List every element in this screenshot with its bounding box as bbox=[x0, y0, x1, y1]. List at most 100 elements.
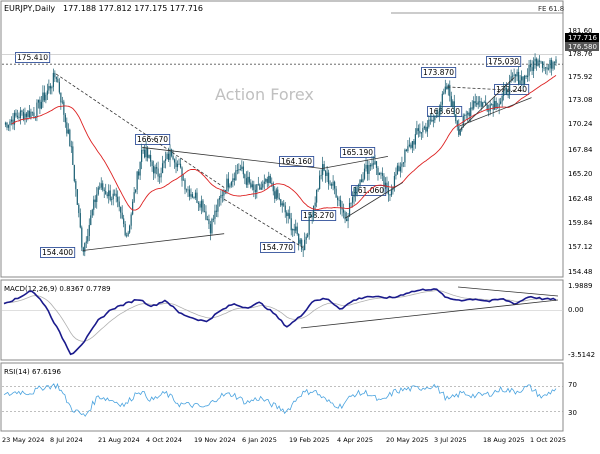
candle-body bbox=[241, 166, 243, 170]
candle-body bbox=[238, 169, 240, 171]
annotation-label: 165.190 bbox=[342, 148, 373, 157]
candle-body bbox=[239, 169, 241, 170]
candle-body bbox=[498, 103, 500, 108]
candle-body bbox=[187, 189, 189, 191]
candle-body bbox=[552, 62, 554, 69]
candle-body bbox=[449, 84, 451, 97]
candle-body bbox=[393, 176, 396, 188]
candle-body bbox=[256, 184, 258, 193]
candle-body bbox=[69, 129, 71, 147]
candle-body bbox=[335, 188, 337, 198]
candle-body bbox=[307, 234, 309, 237]
candle-body bbox=[516, 71, 518, 77]
candle-body bbox=[289, 213, 291, 219]
candle-body bbox=[60, 92, 62, 103]
price-tick: 162.48 bbox=[568, 195, 593, 203]
candle-body bbox=[126, 235, 128, 237]
candle-body bbox=[515, 74, 517, 77]
candle-body bbox=[278, 197, 280, 200]
candle-body bbox=[194, 192, 197, 198]
candle-body bbox=[353, 188, 355, 198]
candle-body bbox=[6, 122, 8, 128]
candle-body bbox=[218, 198, 221, 200]
candle-body bbox=[513, 74, 515, 76]
candle-body bbox=[423, 126, 425, 129]
candle-body bbox=[555, 59, 557, 64]
candle-body bbox=[188, 189, 191, 197]
rsi-panel-frame bbox=[0, 362, 564, 432]
candle-body bbox=[544, 67, 547, 69]
candle-body bbox=[410, 144, 412, 148]
candle-body bbox=[322, 164, 324, 175]
candle-body bbox=[118, 201, 120, 207]
candle-body bbox=[362, 178, 364, 183]
candle-body bbox=[132, 201, 134, 215]
candle-body bbox=[301, 239, 303, 250]
macd-trendline bbox=[457, 286, 559, 297]
candle-body bbox=[336, 197, 339, 200]
moving-average-line bbox=[11, 74, 557, 211]
candle-body bbox=[63, 101, 65, 115]
candle-body bbox=[399, 166, 402, 172]
annotation-box bbox=[15, 52, 51, 63]
candle-body bbox=[108, 190, 110, 197]
candle-body bbox=[357, 184, 360, 187]
date-tick: 23 May 2024 bbox=[2, 436, 44, 444]
trendline bbox=[82, 233, 225, 251]
price-tick: 170.24 bbox=[568, 120, 593, 128]
candle-body bbox=[205, 211, 207, 220]
fib-label: FE 61.8 bbox=[538, 5, 564, 13]
candle-body bbox=[93, 199, 95, 210]
candle-body bbox=[431, 119, 433, 122]
candle-body bbox=[4, 122, 7, 125]
candle-body bbox=[206, 218, 209, 220]
candle-body bbox=[486, 104, 488, 111]
candle-body bbox=[549, 59, 551, 69]
candle-body bbox=[30, 111, 32, 118]
candle-body bbox=[425, 126, 427, 132]
date-tick: 4 Oct 2024 bbox=[146, 436, 182, 444]
candle-body bbox=[170, 149, 173, 156]
candle-body bbox=[378, 173, 381, 175]
annotation-label: 158.270 bbox=[303, 211, 334, 220]
candle-body bbox=[236, 170, 238, 172]
candle-body bbox=[147, 147, 149, 158]
price-tick: 159.84 bbox=[568, 219, 593, 227]
candle-body bbox=[129, 225, 131, 233]
candle-body bbox=[49, 86, 51, 89]
candle-body bbox=[553, 62, 556, 64]
candle-body bbox=[351, 197, 354, 203]
candle-body bbox=[480, 101, 482, 107]
candle-body bbox=[196, 192, 198, 203]
candle-body bbox=[292, 228, 294, 231]
candle-body bbox=[76, 189, 78, 205]
candle-body bbox=[13, 112, 16, 125]
candle-body bbox=[420, 132, 422, 134]
candle-body bbox=[167, 153, 170, 160]
trendline bbox=[345, 182, 404, 219]
candle-body bbox=[507, 94, 509, 96]
candle-body bbox=[66, 122, 68, 134]
date-tick: 3 Jul 2025 bbox=[434, 436, 467, 444]
candle-body bbox=[144, 149, 146, 158]
candle-body bbox=[127, 232, 129, 236]
candle-body bbox=[75, 181, 77, 190]
candle-body bbox=[39, 99, 41, 109]
candle-body bbox=[275, 189, 277, 199]
candle-body bbox=[308, 216, 310, 235]
candle-body bbox=[250, 182, 252, 188]
candle-body bbox=[398, 165, 400, 172]
candle-body bbox=[34, 116, 37, 118]
candle-body bbox=[458, 126, 460, 135]
candle-body bbox=[465, 114, 467, 116]
candle-body bbox=[178, 163, 180, 165]
candle-body bbox=[28, 110, 31, 118]
candle-body bbox=[233, 178, 235, 180]
candle-body bbox=[154, 167, 156, 174]
candle-body bbox=[220, 194, 222, 199]
candle-body bbox=[408, 144, 410, 147]
annotation-box bbox=[486, 56, 522, 67]
candle-body bbox=[117, 196, 119, 202]
candle-body bbox=[46, 90, 48, 95]
